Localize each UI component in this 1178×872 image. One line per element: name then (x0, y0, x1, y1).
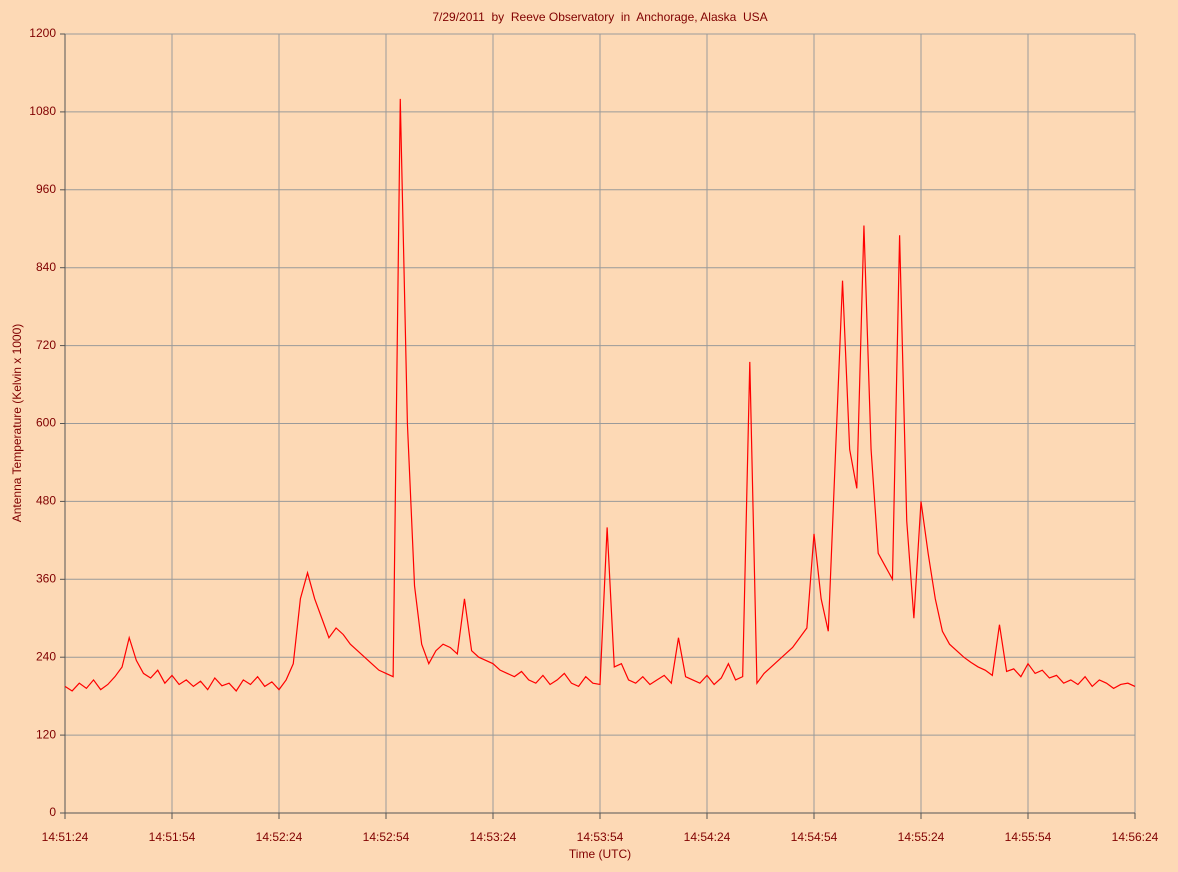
y-tick-label: 480 (36, 494, 56, 508)
x-axis-label: Time (UTC) (569, 847, 631, 861)
y-tick-label: 240 (36, 649, 56, 663)
y-tick-label: 0 (49, 805, 56, 819)
y-tick-label: 840 (36, 260, 56, 274)
y-tick-label: 960 (36, 182, 56, 196)
y-tick-label: 1080 (29, 104, 56, 118)
y-tick-label: 720 (36, 338, 56, 352)
x-tick-label: 14:54:54 (791, 830, 838, 844)
x-tick-label: 14:55:54 (1005, 830, 1052, 844)
x-tick-label: 14:55:24 (898, 830, 945, 844)
x-tick-label: 14:51:24 (42, 830, 89, 844)
x-tick-label: 14:52:24 (256, 830, 303, 844)
x-tick-label: 14:51:54 (149, 830, 196, 844)
y-tick-label: 1200 (29, 26, 56, 40)
chart-title: 7/29/2011 by Reeve Observatory in Anchor… (432, 10, 767, 24)
x-tick-label: 14:53:24 (470, 830, 517, 844)
y-axis-label: Antenna Temperature (Kelvin x 1000) (10, 324, 24, 523)
data-line (64, 98, 1136, 692)
x-tick-label: 14:54:24 (684, 830, 731, 844)
y-tick-label: 600 (36, 416, 56, 430)
x-tick-label: 14:52:54 (363, 830, 410, 844)
y-tick-label: 120 (36, 727, 56, 741)
y-tick-label: 360 (36, 571, 56, 585)
x-tick-label: 14:53:54 (577, 830, 624, 844)
x-tick-label: 14:56:24 (1112, 830, 1159, 844)
